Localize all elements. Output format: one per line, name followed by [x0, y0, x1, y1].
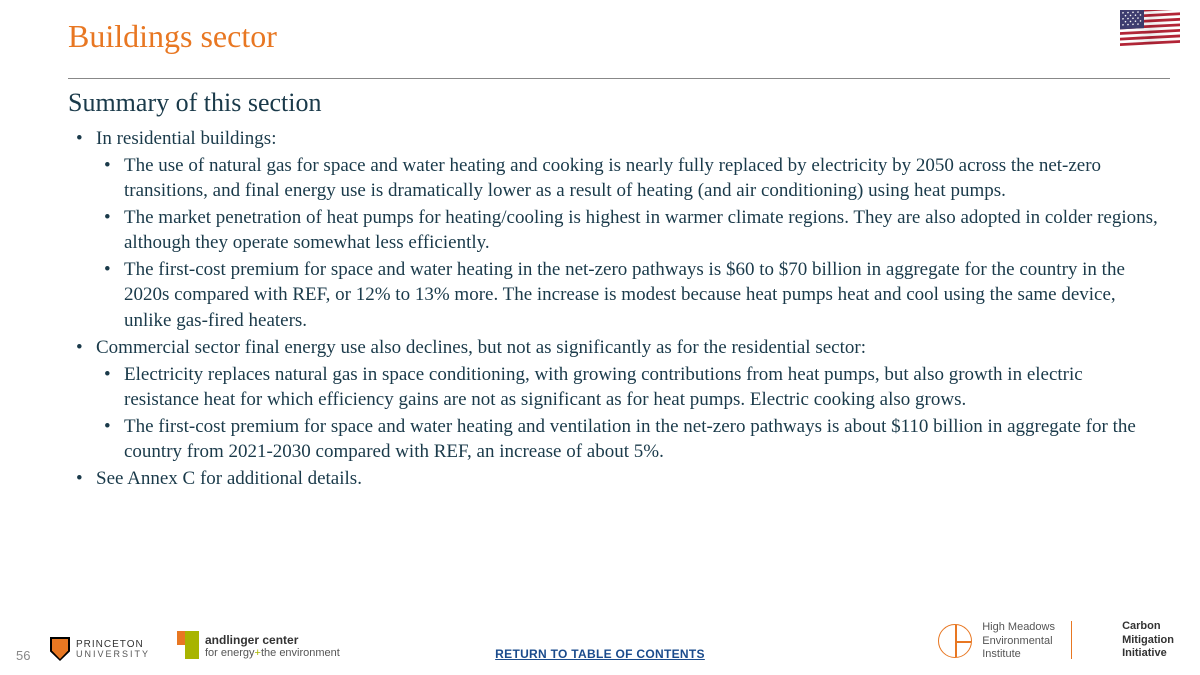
- princeton-shield-icon: [50, 637, 70, 661]
- slide-footer: 56 PRINCETON UNIVERSITY andlinger center…: [0, 617, 1200, 667]
- andlinger-logo: andlinger center for energy+the environm…: [185, 631, 340, 659]
- andlinger-sub-pre: for energy: [205, 647, 255, 659]
- princeton-wordmark: PRINCETON UNIVERSITY: [76, 640, 150, 659]
- hmei-l2: Environmental: [982, 635, 1055, 648]
- hmei-logo: High Meadows Environmental Institute: [938, 621, 1055, 661]
- page-number: 56: [16, 648, 30, 663]
- sub-bullet-item: The market penetration of heat pumps for…: [96, 205, 1160, 255]
- cmi-l2: Mitigation: [1122, 634, 1174, 648]
- andlinger-sub-post: the environment: [261, 647, 340, 659]
- andlinger-mark-icon: [185, 631, 199, 659]
- bullet-list: In residential buildings: The use of nat…: [68, 126, 1160, 491]
- princeton-line2: UNIVERSITY: [76, 650, 150, 659]
- cmi-l1: Carbon: [1122, 620, 1174, 634]
- andlinger-wordmark: andlinger center for energy+the environm…: [205, 634, 340, 659]
- bullet-text: In residential buildings:: [96, 128, 276, 149]
- hmei-wordmark: High Meadows Environmental Institute: [982, 621, 1055, 661]
- content-body: In residential buildings: The use of nat…: [68, 126, 1160, 493]
- bullet-item: In residential buildings: The use of nat…: [68, 126, 1160, 333]
- sub-bullet-list: Electricity replaces natural gas in spac…: [96, 362, 1160, 464]
- andlinger-bold: andlinger center: [205, 633, 298, 647]
- cmi-logo: Carbon Mitigation Initiative: [1122, 620, 1174, 661]
- bullet-text: Commercial sector final energy use also …: [96, 337, 866, 358]
- section-subtitle: Summary of this section: [68, 88, 321, 118]
- princeton-line1: PRINCETON: [76, 640, 150, 650]
- sub-bullet-list: The use of natural gas for space and wat…: [96, 153, 1160, 333]
- sub-bullet-item: The first-cost premium for space and wat…: [96, 257, 1160, 332]
- return-to-toc-link[interactable]: RETURN TO TABLE OF CONTENTS: [495, 647, 705, 661]
- hmei-l1: High Meadows: [982, 621, 1055, 634]
- hmei-l3: Institute: [982, 648, 1055, 661]
- sub-bullet-item: Electricity replaces natural gas in spac…: [96, 362, 1160, 412]
- cmi-l3: Initiative: [1122, 647, 1174, 661]
- hmei-circle-icon: [938, 624, 972, 658]
- title-divider: [68, 78, 1170, 79]
- princeton-logo: PRINCETON UNIVERSITY: [50, 637, 150, 661]
- us-flag-icon: [1120, 10, 1180, 52]
- sub-bullet-item: The first-cost premium for space and wat…: [96, 414, 1160, 464]
- footer-divider: [1071, 621, 1072, 659]
- sub-bullet-item: The use of natural gas for space and wat…: [96, 153, 1160, 203]
- bullet-item: See Annex C for additional details.: [68, 466, 1160, 491]
- slide-title: Buildings sector: [68, 18, 277, 55]
- bullet-item: Commercial sector final energy use also …: [68, 335, 1160, 464]
